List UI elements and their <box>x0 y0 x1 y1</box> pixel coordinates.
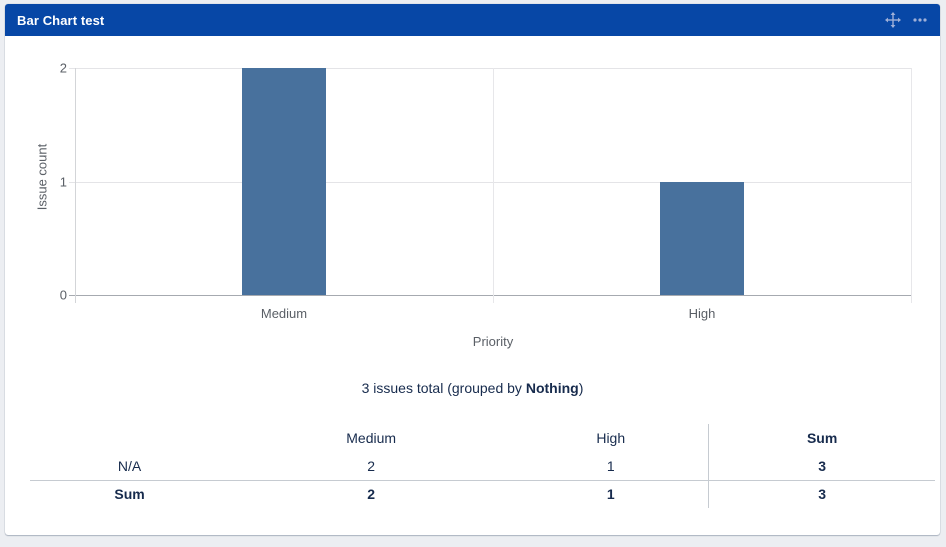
table-row-label: N/A <box>117 457 142 474</box>
gadget-title: Bar Chart test <box>17 12 105 28</box>
table-row: N/A 2 1 3 <box>30 452 935 480</box>
table-header-cell: Medium <box>346 430 397 446</box>
summary-suffix: ) <box>578 380 584 396</box>
more-options-icon[interactable] <box>912 12 928 28</box>
table-header-cell: High <box>596 430 626 446</box>
table-cell: 2 <box>367 457 376 474</box>
table-cell: 1 <box>606 457 615 474</box>
plot-right-border <box>911 68 912 303</box>
table-row: Sum 2 1 3 <box>30 479 935 508</box>
x-tick-label: Medium <box>260 306 308 321</box>
table-row-label: Sum <box>30 479 230 508</box>
gridline <box>69 181 911 183</box>
table-header-cell: Sum <box>708 424 935 452</box>
x-tick-label: High <box>688 306 716 321</box>
x-axis-title: Priority <box>472 334 514 349</box>
table-cell: 2 <box>229 479 514 508</box>
summary-text: 3 issues total (grouped by Nothing) <box>5 380 940 396</box>
gadget-header: Bar Chart test <box>5 4 940 36</box>
bar-medium[interactable] <box>242 68 326 295</box>
totals-table: Medium High Sum N/A 2 1 3 Sum 2 1 3 <box>30 424 935 508</box>
summary-group-by: Nothing <box>525 380 579 396</box>
bar-high[interactable] <box>660 181 744 295</box>
move-icon[interactable] <box>885 12 901 28</box>
y-tick-label: 2 <box>59 60 67 76</box>
gadget-header-actions <box>885 12 928 28</box>
table-cell: 3 <box>708 452 935 480</box>
summary-prefix: 3 issues total (grouped by <box>361 380 526 396</box>
category-separator-line <box>493 68 494 303</box>
table-cell: 1 <box>513 479 709 508</box>
y-tick-label: 1 <box>59 174 67 189</box>
bar-chart-gadget: Bar Chart test <box>5 4 940 535</box>
gridline <box>69 68 911 69</box>
x-axis-line <box>69 295 911 296</box>
y-axis-line <box>75 68 76 303</box>
bar-chart-plot-area: 0 1 2 Medium High <box>60 62 912 321</box>
y-tick-label: 0 <box>59 287 67 303</box>
table-header-cell <box>30 424 229 452</box>
table-header-row: Medium High Sum <box>30 424 935 452</box>
table-cell: 3 <box>708 479 935 508</box>
